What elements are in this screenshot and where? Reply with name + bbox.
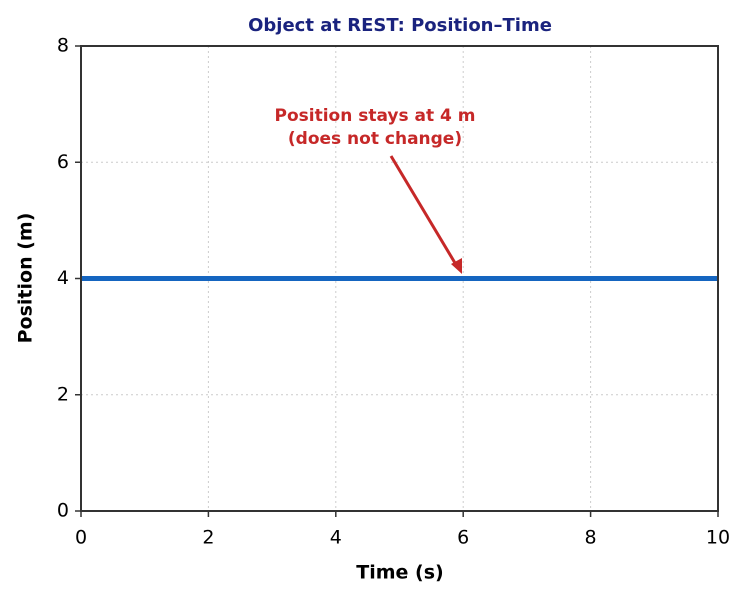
y-tick-label: 0 <box>57 500 69 522</box>
x-tick-label: 2 <box>202 527 214 549</box>
annotation-arrow <box>389 155 460 269</box>
x-tick-label: 4 <box>330 527 342 549</box>
y-tick-label: 2 <box>57 383 69 405</box>
plot-frame <box>80 45 719 512</box>
y-axis-label: Position (m) <box>15 213 37 344</box>
y-tick-label: 4 <box>57 267 69 289</box>
annotation-arrowhead <box>451 258 462 274</box>
chart-title: Object at REST: Position–Time <box>248 15 552 36</box>
x-tick-label: 0 <box>75 527 87 549</box>
y-tick-label: 6 <box>57 151 69 173</box>
x-tick-label: 10 <box>706 527 730 549</box>
annotation-text: (does not change) <box>288 129 462 149</box>
annotation-text: Position stays at 4 m <box>274 106 475 126</box>
x-tick-label: 6 <box>457 527 469 549</box>
x-axis-label: Time (s) <box>356 562 443 584</box>
y-tick-label: 8 <box>57 35 69 57</box>
x-tick-label: 8 <box>585 527 597 549</box>
